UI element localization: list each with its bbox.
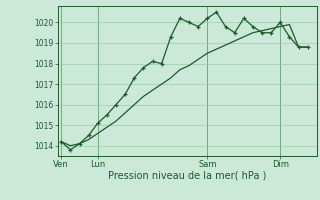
X-axis label: Pression niveau de la mer( hPa ): Pression niveau de la mer( hPa ) xyxy=(108,171,266,181)
